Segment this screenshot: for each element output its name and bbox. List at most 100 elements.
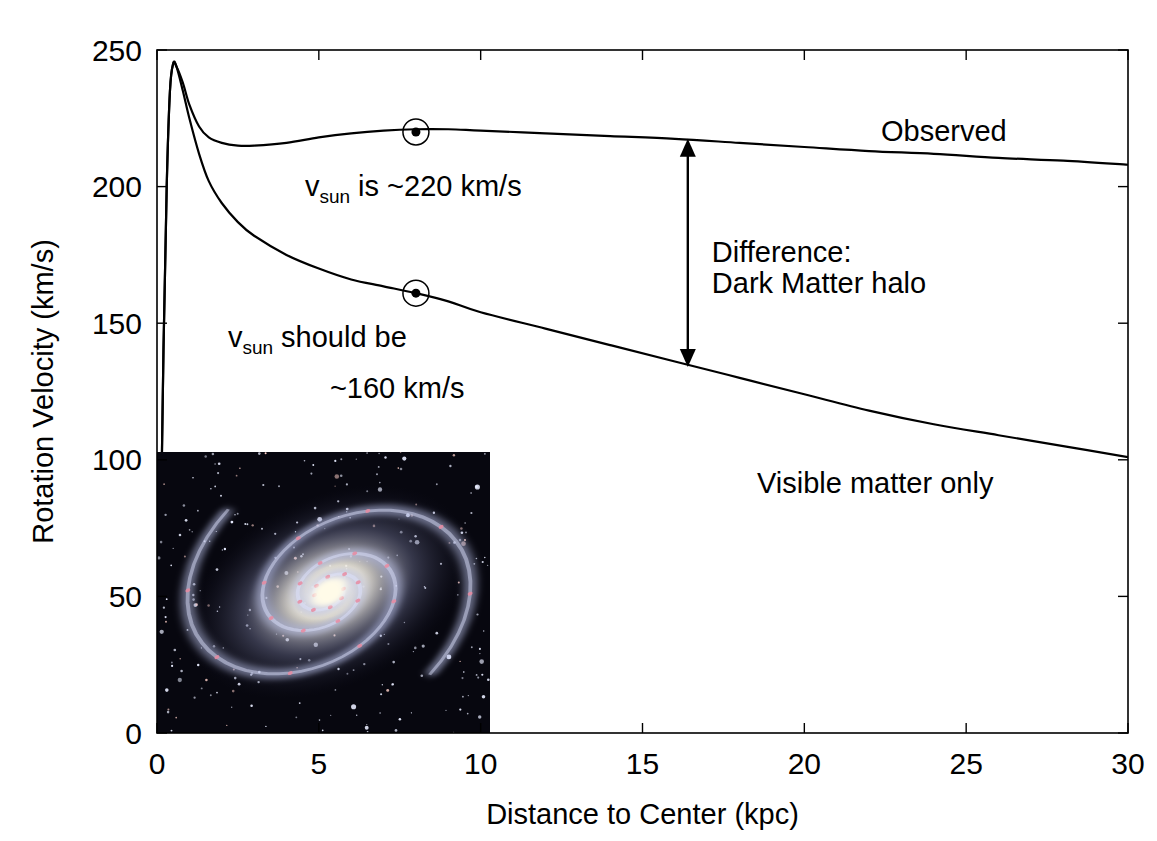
hii-region [317,560,323,565]
star [378,466,380,468]
star [382,684,383,685]
star [398,467,400,469]
hii-region [357,643,363,648]
star [464,522,465,523]
y-tick-right [1118,186,1128,187]
star [435,632,438,635]
star [463,671,465,673]
star [231,707,232,708]
y-tick [157,596,167,597]
star [265,726,266,727]
star [380,693,382,695]
star [476,613,478,615]
star [163,607,165,609]
x-tick [642,723,643,733]
spiral-arm [157,458,415,709]
y-tick-right [1118,323,1128,324]
star [484,453,486,455]
hii-region [214,654,220,659]
star [171,730,173,732]
star [171,662,173,664]
curves [157,62,1128,733]
x-tick-top [318,50,319,60]
x-tick-top [965,50,966,60]
star [402,457,406,461]
star [310,473,312,475]
star [165,688,169,692]
star [201,687,203,689]
star [164,514,166,516]
star [278,485,280,487]
star [304,460,306,462]
series-line [157,62,1128,733]
star [166,598,168,600]
star [475,484,480,489]
star [184,555,186,557]
star [356,714,357,715]
y-tick-label: 50 [109,580,142,613]
star [392,683,394,685]
x-tick-top [480,50,481,60]
star [214,486,216,488]
annotation-line: is ~220 km/s [358,170,522,202]
star [400,468,403,471]
star [487,678,490,681]
star [476,558,478,560]
hii-region [355,598,361,603]
y-tick-label: 100 [92,443,142,476]
star [484,557,485,558]
star [170,565,172,567]
star [335,474,340,479]
y-tick-label: 200 [92,170,142,203]
hii-region [341,571,347,576]
star [189,529,191,531]
star [295,716,297,718]
star [467,713,469,715]
star [386,689,389,692]
x-tick-label: 30 [1111,747,1144,780]
x-tick-label: 0 [149,747,166,780]
hii-region [365,508,371,513]
star [436,483,438,485]
hii-region [268,615,274,620]
star [258,452,261,455]
star [160,541,163,544]
hii-region [295,535,301,540]
annotation-text: vsunshould be [228,321,407,358]
hii-region [467,591,473,596]
star [319,719,321,721]
star [453,454,455,456]
spiral [157,452,490,733]
star [399,718,402,721]
hii-region [325,574,331,579]
star [210,488,211,489]
star [244,523,246,525]
star [222,549,223,550]
star [236,475,238,477]
x-tick [156,723,157,733]
star [365,726,369,730]
hii-region [384,563,390,568]
x-tick-top [642,50,643,60]
star [482,561,484,563]
star [346,483,348,485]
x-tick-label: 20 [788,747,821,780]
y-tick-right [1118,49,1128,50]
x-tick [804,723,805,733]
star [330,715,331,716]
star [160,630,164,634]
star [239,468,240,469]
y-tick-label: 0 [125,717,142,750]
y-tick-label: 150 [92,307,142,340]
star [185,519,188,522]
star [376,473,378,475]
hii-region [300,628,306,633]
hii-region [297,599,303,604]
star [265,452,267,454]
star [334,486,335,487]
star [340,458,342,460]
star [322,729,324,731]
background [0,0,1157,841]
x-tick [480,723,481,733]
star [356,459,357,460]
